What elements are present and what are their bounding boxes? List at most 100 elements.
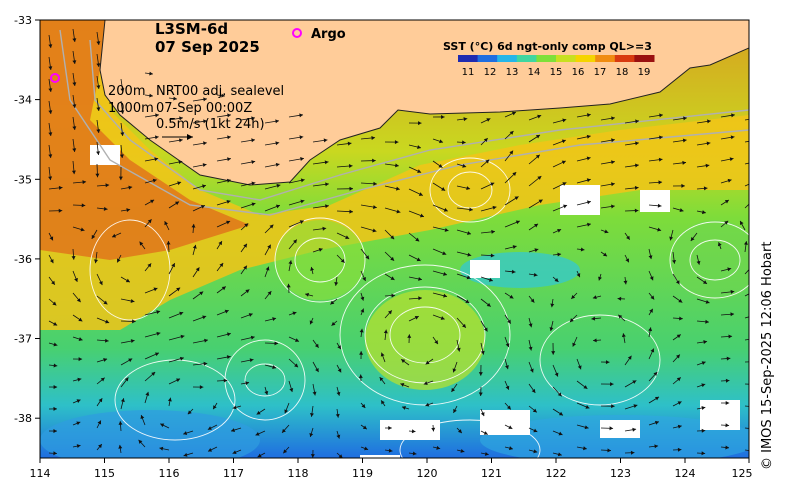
current-vector-head xyxy=(634,208,639,213)
colorbar-swatch xyxy=(536,55,557,62)
current-vector-head xyxy=(128,185,133,190)
current-vector-head xyxy=(180,334,185,339)
current-vector-head xyxy=(577,365,582,370)
current-vector-head xyxy=(48,176,53,181)
current-vector-head xyxy=(267,244,271,249)
current-vector-head xyxy=(345,235,350,239)
current-vector-head xyxy=(401,405,406,410)
current-vector-head xyxy=(330,300,335,305)
current-vector-head xyxy=(208,448,213,452)
current-vector-head xyxy=(97,420,102,425)
current-vector-head xyxy=(48,66,53,70)
current-vector-head xyxy=(93,259,98,264)
current-vector-head xyxy=(71,256,76,260)
current-vector-head xyxy=(155,113,159,118)
current-vector-head xyxy=(551,351,556,355)
current-vector-head xyxy=(530,298,535,303)
current-vector-head xyxy=(112,233,117,238)
current-vector-head xyxy=(300,178,305,183)
current-vector-head xyxy=(690,236,695,241)
current-vector-head xyxy=(105,183,110,188)
current-vector-head xyxy=(453,408,457,413)
current-vector-head xyxy=(725,401,730,406)
current-vector-head xyxy=(452,368,457,373)
current-vector-head xyxy=(635,141,639,146)
y-tick: -34 xyxy=(14,94,40,107)
current-vector-head xyxy=(283,449,288,454)
current-vector-head xyxy=(436,445,441,450)
current-vector-head xyxy=(593,338,597,343)
current-vector-head xyxy=(130,339,135,344)
x-tick-label: 118 xyxy=(288,467,309,480)
datetime-label: 07-Sep 00:00Z xyxy=(156,101,252,116)
current-vector-head xyxy=(76,444,81,449)
x-tick-label: 124 xyxy=(675,467,696,480)
colorbar-swatch xyxy=(458,55,479,62)
current-vector-head xyxy=(244,223,249,228)
current-vector-head xyxy=(164,221,169,226)
current-vector-head xyxy=(156,331,161,336)
current-vector-head xyxy=(300,157,304,161)
current-vector-head xyxy=(156,310,161,315)
x-tick: 124 xyxy=(675,458,696,480)
current-vector xyxy=(744,183,749,187)
current-vector-head xyxy=(705,163,710,168)
current-vector-head xyxy=(488,277,493,282)
warm-boundary-current xyxy=(40,20,749,330)
current-vector-head xyxy=(586,134,591,139)
current-vector-head xyxy=(611,160,615,165)
argo-legend-icon xyxy=(292,28,302,38)
current-vector xyxy=(744,293,749,297)
current-vector-head xyxy=(467,252,472,257)
colorbar-swatch xyxy=(556,55,577,62)
current-vector-head xyxy=(657,227,662,232)
current-vector-head xyxy=(213,405,217,410)
current-vector-head xyxy=(282,428,286,433)
current-vector-head xyxy=(696,260,701,265)
current-vector-head xyxy=(325,204,329,209)
current-vector-head xyxy=(255,431,260,436)
current-vector-head xyxy=(275,119,279,124)
current-vector-head xyxy=(395,186,400,191)
current-vector-head xyxy=(490,253,495,258)
current-vector-head xyxy=(583,446,587,451)
current-vector-head xyxy=(299,135,304,140)
y-tick: -36 xyxy=(14,253,40,266)
current-vector-head xyxy=(359,351,364,355)
current-vector-head xyxy=(483,327,488,332)
current-vector-head xyxy=(310,454,315,458)
x-tick: 119 xyxy=(352,458,373,480)
current-vector-head xyxy=(383,329,388,334)
current-vector-head xyxy=(96,41,101,45)
colorbar-ticks: 11 12 13 14 15 16 17 18 19 xyxy=(462,67,651,78)
current-vector-head xyxy=(173,96,177,101)
current-vector-head xyxy=(512,172,517,176)
current-vector-head xyxy=(53,385,58,390)
current-vector-head xyxy=(456,347,461,352)
current-vector-head xyxy=(192,244,197,249)
current-vector-head xyxy=(98,281,103,286)
current-vector-head xyxy=(535,154,540,159)
current-vector-head xyxy=(623,280,628,285)
current-vector-head xyxy=(250,335,255,340)
current-vector-head xyxy=(223,378,228,383)
current-vector-head xyxy=(150,199,155,204)
current-vectors xyxy=(48,28,749,458)
current-vector-head xyxy=(508,446,513,451)
current-vector-head xyxy=(659,135,663,140)
current-vector-head xyxy=(360,308,365,313)
current-vector-head xyxy=(76,421,81,426)
current-vector-head xyxy=(425,402,430,407)
current-vector-head xyxy=(227,135,231,140)
current-vector-head xyxy=(145,391,150,396)
colorbar-tick-label: 12 xyxy=(484,67,497,78)
current-vector-head xyxy=(731,113,735,118)
current-vector-head xyxy=(586,200,591,205)
current-vector-head xyxy=(658,157,663,162)
current-vector-head xyxy=(48,44,53,48)
isobath-1000m xyxy=(59,29,749,216)
current-vector-head xyxy=(705,319,709,324)
current-vector-head xyxy=(362,277,366,282)
current-vector-head xyxy=(627,355,632,360)
current-vector-head xyxy=(53,342,58,347)
